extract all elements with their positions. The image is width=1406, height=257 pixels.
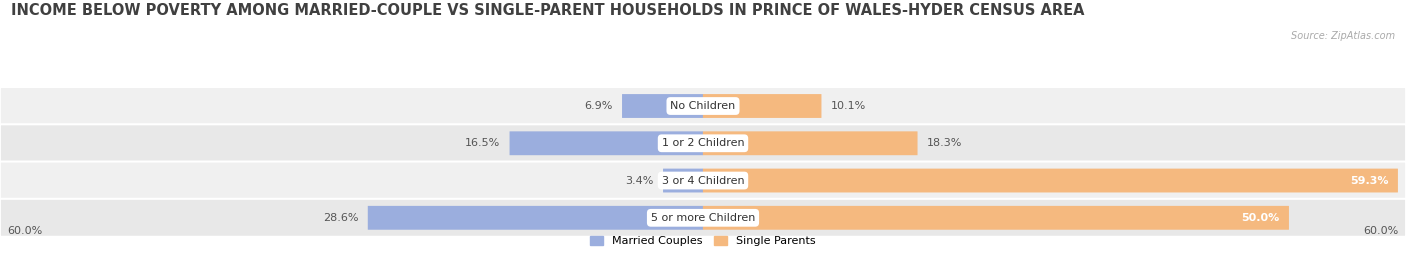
FancyBboxPatch shape	[703, 94, 821, 118]
Text: 60.0%: 60.0%	[1364, 226, 1399, 236]
Text: 18.3%: 18.3%	[927, 138, 962, 148]
Text: No Children: No Children	[671, 101, 735, 111]
Text: 16.5%: 16.5%	[465, 138, 501, 148]
FancyBboxPatch shape	[509, 131, 703, 155]
FancyBboxPatch shape	[703, 169, 1398, 192]
Text: 3.4%: 3.4%	[626, 176, 654, 186]
FancyBboxPatch shape	[368, 206, 703, 230]
FancyBboxPatch shape	[703, 131, 918, 155]
FancyBboxPatch shape	[621, 94, 703, 118]
FancyBboxPatch shape	[703, 206, 1289, 230]
Text: 1 or 2 Children: 1 or 2 Children	[662, 138, 744, 148]
Text: 5 or more Children: 5 or more Children	[651, 213, 755, 223]
FancyBboxPatch shape	[0, 87, 1406, 125]
Text: 28.6%: 28.6%	[323, 213, 359, 223]
Text: 10.1%: 10.1%	[831, 101, 866, 111]
FancyBboxPatch shape	[0, 199, 1406, 237]
Text: INCOME BELOW POVERTY AMONG MARRIED-COUPLE VS SINGLE-PARENT HOUSEHOLDS IN PRINCE : INCOME BELOW POVERTY AMONG MARRIED-COUPL…	[11, 3, 1085, 17]
Text: 50.0%: 50.0%	[1241, 213, 1279, 223]
FancyBboxPatch shape	[0, 162, 1406, 199]
Legend: Married Couples, Single Parents: Married Couples, Single Parents	[591, 236, 815, 246]
Text: 60.0%: 60.0%	[7, 226, 42, 236]
Text: 6.9%: 6.9%	[585, 101, 613, 111]
Text: Source: ZipAtlas.com: Source: ZipAtlas.com	[1291, 31, 1395, 41]
FancyBboxPatch shape	[0, 124, 1406, 162]
Text: 59.3%: 59.3%	[1350, 176, 1389, 186]
Text: 3 or 4 Children: 3 or 4 Children	[662, 176, 744, 186]
FancyBboxPatch shape	[664, 169, 703, 192]
